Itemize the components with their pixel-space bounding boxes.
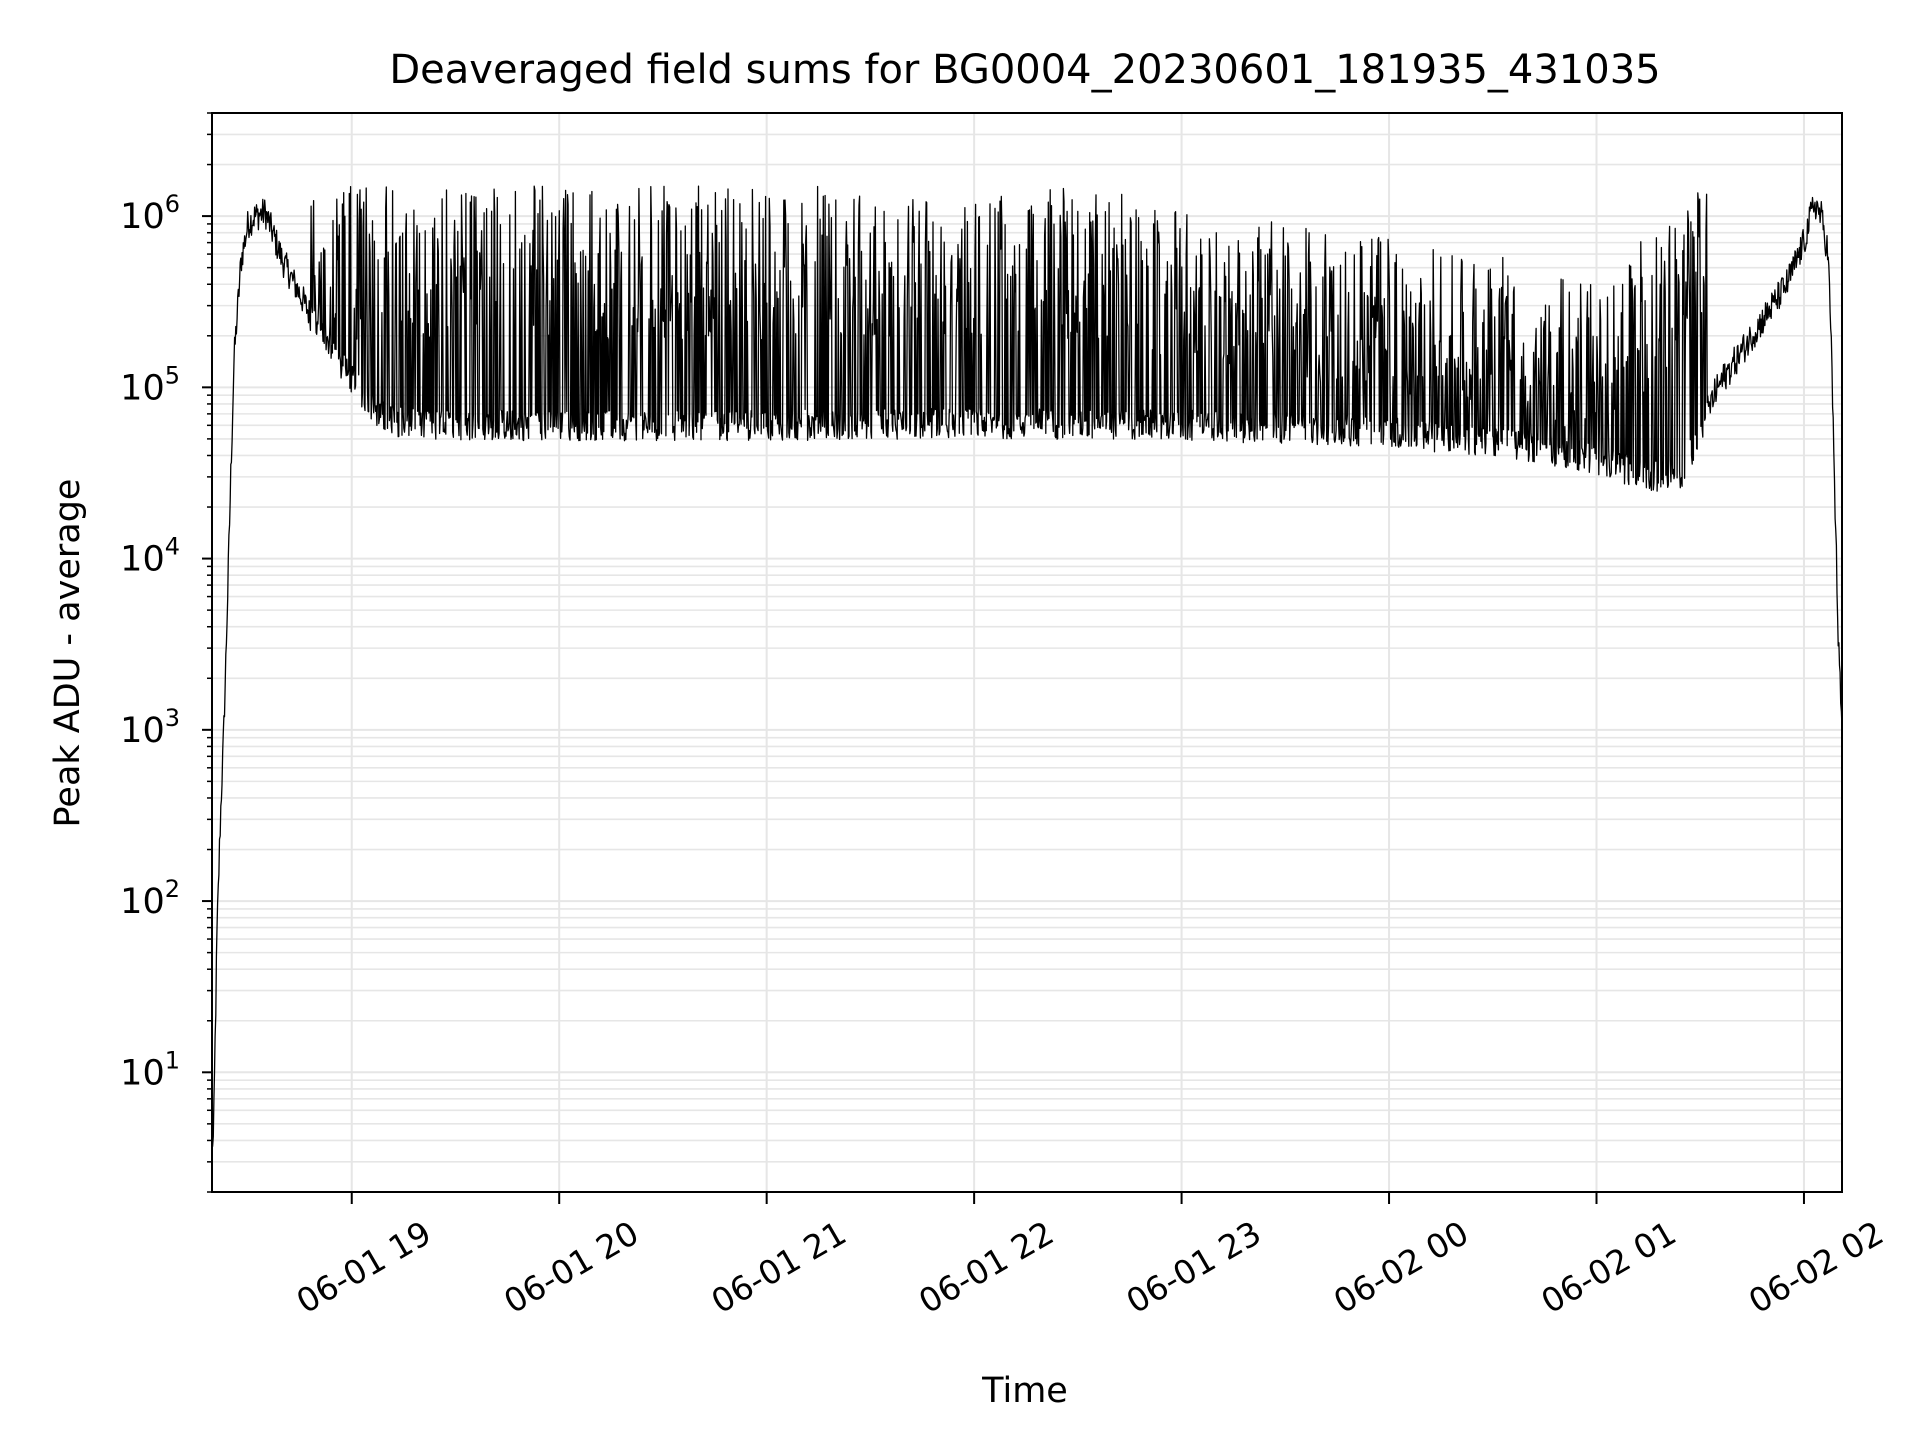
y-tick-label: 104 xyxy=(120,533,180,580)
series-layer xyxy=(211,185,1843,1148)
plot-frame xyxy=(211,112,1843,1193)
x-axis-label: Time xyxy=(981,1371,1068,1411)
y-axis-label: Peak ADU - average xyxy=(48,479,88,828)
y-tick-label: 101 xyxy=(120,1046,180,1093)
y-axis: 101 102 103 104 105 106 xyxy=(120,112,212,1193)
series-line xyxy=(211,185,1843,1148)
y-tick-label: 106 xyxy=(120,190,180,237)
chart-title: Deaveraged field sums for BG0004_2023060… xyxy=(389,47,1660,93)
y-tick-label: 103 xyxy=(120,704,180,751)
y-tick-label: 105 xyxy=(120,361,180,408)
y-tick-label: 102 xyxy=(120,875,180,922)
